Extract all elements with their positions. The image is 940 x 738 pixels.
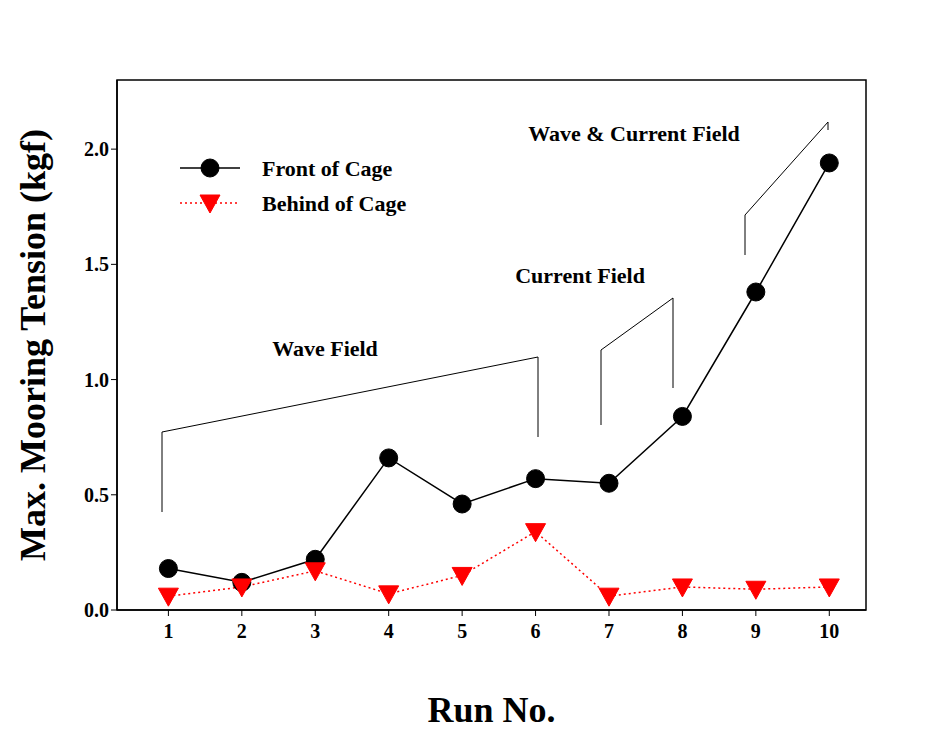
- svg-text:1: 1: [163, 620, 173, 642]
- svg-text:7: 7: [604, 620, 614, 642]
- svg-text:1.0: 1.0: [84, 369, 109, 391]
- svg-text:Run No.: Run No.: [427, 690, 555, 730]
- svg-text:Wave Field: Wave Field: [272, 336, 378, 361]
- svg-text:2.0: 2.0: [84, 138, 109, 160]
- svg-text:3: 3: [310, 620, 320, 642]
- svg-text:2: 2: [237, 620, 247, 642]
- svg-text:Current Field: Current Field: [515, 263, 645, 288]
- svg-text:1.5: 1.5: [84, 253, 109, 275]
- svg-text:4: 4: [384, 620, 394, 642]
- svg-text:9: 9: [751, 620, 761, 642]
- svg-text:6: 6: [531, 620, 541, 642]
- svg-text:0.0: 0.0: [84, 599, 109, 621]
- svg-text:8: 8: [677, 620, 687, 642]
- svg-text:Behind of Cage: Behind of Cage: [262, 191, 406, 216]
- svg-text:10: 10: [819, 620, 839, 642]
- svg-text:Wave & Current Field: Wave & Current Field: [528, 121, 740, 146]
- svg-text:5: 5: [457, 620, 467, 642]
- svg-text:0.5: 0.5: [84, 484, 109, 506]
- svg-text:Max. Mooring Tension (kgf): Max. Mooring Tension (kgf): [13, 129, 53, 561]
- svg-text:Front of Cage: Front of Cage: [262, 156, 393, 181]
